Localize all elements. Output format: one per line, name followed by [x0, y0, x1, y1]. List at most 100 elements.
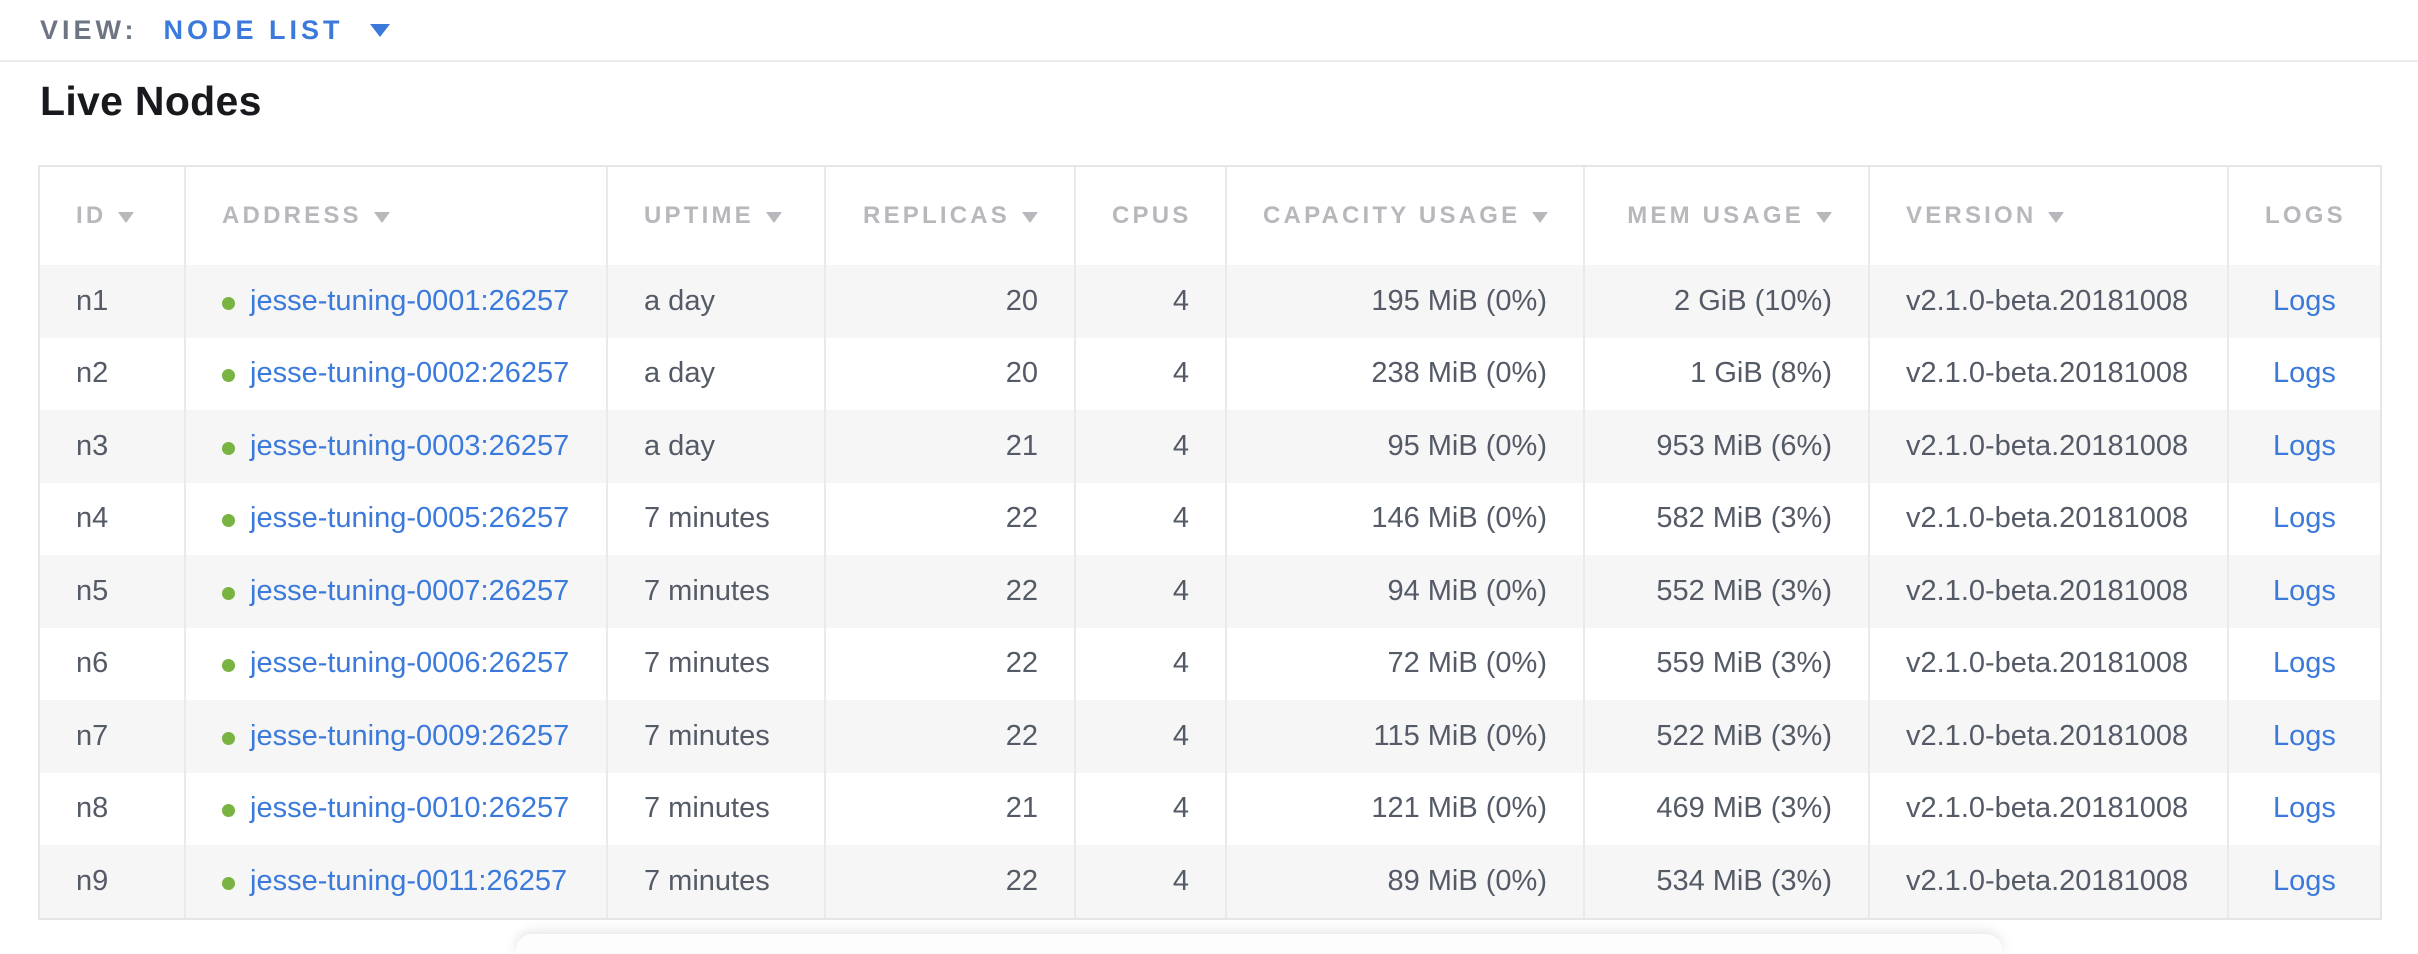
id-value: n3	[76, 429, 109, 462]
column-header-address[interactable]: ADDRESS	[184, 167, 606, 265]
view-selector-dropdown[interactable]: NODE LIST	[164, 15, 390, 46]
live-nodes-table: ID ADDRESS UPTIME REPLICAS CPUS CAPACITY USAG…	[38, 165, 2382, 920]
cell-uptime: a day	[606, 410, 824, 483]
cell-logs: Logs	[2227, 337, 2380, 410]
capacity-value: 121 MiB (0%)	[1371, 792, 1547, 825]
column-header-capacity[interactable]: CAPACITY USAGE	[1225, 167, 1583, 265]
node-address-link[interactable]: jesse-tuning-0011:26257	[250, 864, 568, 897]
logs-link[interactable]: Logs	[2273, 719, 2336, 752]
node-address-link[interactable]: jesse-tuning-0005:26257	[250, 502, 570, 535]
cell-mem: 522 MiB (3%)	[1583, 700, 1868, 773]
cell-logs: Logs	[2227, 555, 2380, 628]
capacity-value: 146 MiB (0%)	[1371, 502, 1547, 535]
node-live-status-icon	[222, 441, 235, 455]
logs-link[interactable]: Logs	[2273, 792, 2336, 825]
version-value: v2.1.0-beta.20181008	[1906, 647, 2189, 680]
uptime-value: 7 minutes	[644, 574, 770, 607]
cell-uptime: 7 minutes	[606, 627, 824, 700]
node-live-status-icon	[222, 876, 235, 890]
cell-id: n7	[40, 700, 184, 773]
table-row: n9 jesse-tuning-0011:26257 7 minutes 22 4 89 …	[40, 845, 2380, 918]
cell-capacity: 146 MiB (0%)	[1225, 482, 1583, 555]
cell-capacity: 94 MiB (0%)	[1225, 555, 1583, 628]
table-row: n7 jesse-tuning-0009:26257 7 minutes 22 4 115…	[40, 700, 2380, 773]
replicas-value: 20	[1005, 357, 1038, 390]
cell-version: v2.1.0-beta.20181008	[1868, 700, 2227, 773]
mem-value: 2 GiB (10%)	[1674, 284, 1832, 317]
cell-replicas: 20	[824, 337, 1074, 410]
cell-cpus: 4	[1074, 410, 1225, 483]
column-header-uptime[interactable]: UPTIME	[606, 167, 824, 265]
sort-desc-icon	[1532, 212, 1549, 223]
column-label: ADDRESS	[222, 202, 362, 229]
table-row: n3 jesse-tuning-0003:26257 a day 21 4 95 MiB …	[40, 410, 2380, 483]
cell-logs: Logs	[2227, 265, 2380, 338]
node-address-link[interactable]: jesse-tuning-0006:26257	[250, 647, 570, 680]
capacity-value: 195 MiB (0%)	[1371, 284, 1547, 317]
node-live-status-icon	[222, 586, 235, 600]
uptime-value: 7 minutes	[644, 864, 770, 897]
cell-cpus: 4	[1074, 337, 1225, 410]
node-address-link[interactable]: jesse-tuning-0003:26257	[250, 429, 570, 462]
uptime-value: a day	[644, 429, 715, 462]
cell-replicas: 22	[824, 845, 1074, 918]
column-label: VERSION	[1906, 202, 2037, 229]
replicas-value: 20	[1005, 284, 1038, 317]
cell-id: n4	[40, 483, 184, 556]
version-value: v2.1.0-beta.20181008	[1906, 284, 2189, 317]
node-address-link[interactable]: jesse-tuning-0009:26257	[250, 719, 570, 752]
cell-address: jesse-tuning-0003:26257	[184, 410, 606, 483]
logs-link[interactable]: Logs	[2273, 647, 2336, 680]
cell-mem: 552 MiB (3%)	[1583, 555, 1868, 628]
table-row: n6 jesse-tuning-0006:26257 7 minutes 22 4 72 …	[40, 627, 2380, 700]
replicas-value: 21	[1005, 429, 1038, 462]
node-address-link[interactable]: jesse-tuning-0002:26257	[250, 357, 570, 390]
column-header-version[interactable]: VERSION	[1868, 167, 2227, 265]
cpus-value: 4	[1172, 502, 1189, 535]
logs-link[interactable]: Logs	[2273, 574, 2336, 607]
page-title: Live Nodes	[40, 78, 262, 124]
replicas-value: 22	[1005, 647, 1038, 680]
cell-replicas: 21	[824, 410, 1074, 483]
table-row: n8 jesse-tuning-0010:26257 7 minutes 21 4 121…	[40, 772, 2380, 846]
logs-link[interactable]: Logs	[2273, 429, 2336, 462]
cpus-value: 4	[1172, 284, 1189, 317]
cell-uptime: 7 minutes	[606, 845, 824, 918]
column-label: ID	[76, 202, 107, 229]
node-address-link[interactable]: jesse-tuning-0007:26257	[250, 574, 570, 607]
cpus-value: 4	[1172, 357, 1189, 390]
cell-address: jesse-tuning-0011:26257	[184, 845, 606, 918]
logs-link[interactable]: Logs	[2273, 284, 2336, 317]
sort-desc-icon	[2048, 212, 2065, 223]
column-label: MEM USAGE	[1627, 202, 1804, 229]
column-header-mem[interactable]: MEM USAGE	[1583, 167, 1868, 265]
capacity-value: 94 MiB (0%)	[1387, 574, 1547, 607]
cell-cpus: 4	[1074, 265, 1225, 338]
column-header-id[interactable]: ID	[40, 167, 184, 265]
cpus-value: 4	[1172, 429, 1189, 462]
node-live-status-icon	[222, 369, 235, 383]
sort-desc-icon	[118, 212, 135, 223]
node-address-link[interactable]: jesse-tuning-0001:26257	[250, 284, 570, 317]
cpus-value: 4	[1172, 792, 1189, 825]
cpus-value: 4	[1172, 719, 1189, 752]
cell-address: jesse-tuning-0009:26257	[184, 700, 606, 773]
node-address-link[interactable]: jesse-tuning-0010:26257	[250, 792, 570, 825]
capacity-value: 95 MiB (0%)	[1387, 429, 1547, 462]
column-header-replicas[interactable]: REPLICAS	[824, 167, 1074, 265]
cell-logs: Logs	[2227, 772, 2380, 845]
cell-mem: 559 MiB (3%)	[1583, 627, 1868, 700]
logs-link[interactable]: Logs	[2273, 502, 2336, 535]
capacity-value: 238 MiB (0%)	[1371, 357, 1547, 390]
logs-link[interactable]: Logs	[2273, 864, 2336, 897]
view-label: VIEW:	[40, 14, 138, 45]
column-label: CPUS	[1112, 202, 1192, 229]
logs-link[interactable]: Logs	[2273, 357, 2336, 390]
cell-uptime: a day	[606, 265, 824, 338]
uptime-value: 7 minutes	[644, 647, 770, 680]
cell-id: n8	[40, 773, 184, 846]
cell-capacity: 95 MiB (0%)	[1225, 410, 1583, 483]
uptime-value: 7 minutes	[644, 502, 770, 535]
replicas-value: 22	[1005, 574, 1038, 607]
cell-address: jesse-tuning-0010:26257	[184, 772, 606, 845]
